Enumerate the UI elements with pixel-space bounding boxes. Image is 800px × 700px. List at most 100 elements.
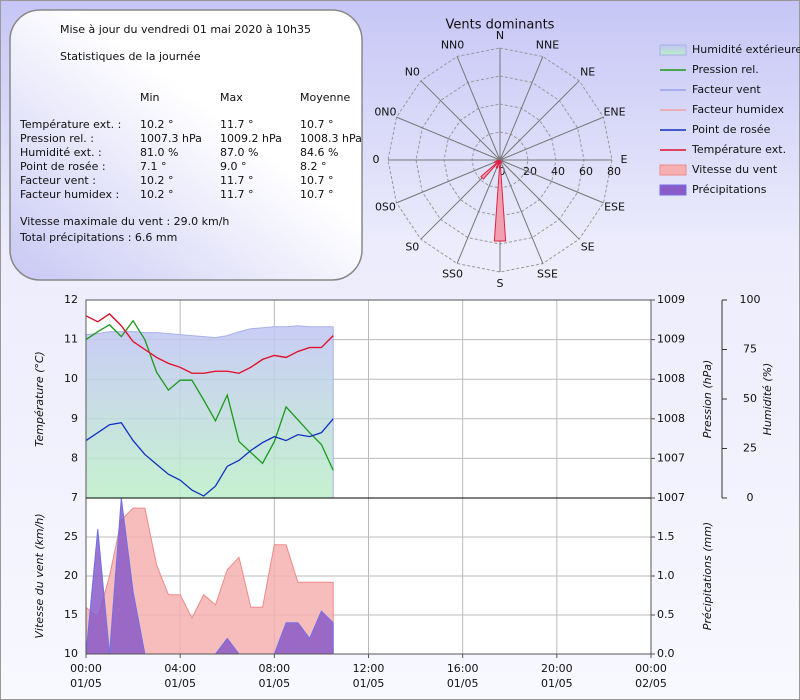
rose-direction: 0S0 — [375, 200, 396, 213]
legend-label: Pression rel. — [692, 63, 759, 76]
stats-cell: Facteur humidex : — [20, 188, 119, 201]
y-tick-label: 15 — [64, 608, 78, 621]
stats-cell: 84.6 % — [300, 146, 338, 159]
stats-cell: 11.7 ° — [220, 174, 254, 187]
area — [85, 325, 334, 499]
rose-spoke — [499, 159, 580, 240]
y-tick-label: 7 — [71, 491, 78, 504]
stats-header: Max — [220, 91, 243, 104]
y3-axis-title: Humidité (%) — [761, 363, 774, 436]
stats-cell: 81.0 % — [140, 146, 178, 159]
y-tick-label: 20 — [64, 569, 78, 582]
total-rain: Total précipitations : 6.6 mm — [19, 231, 177, 244]
y2-tick-label: 1007 — [657, 451, 685, 464]
y-tick-label: 9 — [71, 412, 78, 425]
y-tick-label: 12 — [64, 293, 78, 306]
stats-cell: 11.7 ° — [220, 188, 254, 201]
x-tick-date: 01/05 — [353, 677, 385, 690]
rose-spoke — [396, 159, 501, 204]
rose-spoke — [499, 159, 544, 264]
stats-title: Statistiques de la journée — [60, 50, 201, 63]
legend-swatch — [659, 164, 687, 176]
plots: 0 20 40 60 80NNNENEENEEESESESSESSS0S00S000N0… — [33, 29, 800, 690]
rose-tick-label: 80 — [607, 165, 621, 178]
x-tick-date: 01/05 — [541, 677, 573, 690]
rose-spoke — [456, 56, 501, 161]
stats-cell: 7.1 ° — [140, 160, 167, 173]
y-tick-label: 8 — [71, 451, 78, 464]
rose-direction: E — [621, 153, 628, 166]
x-tick-date: 01/05 — [70, 677, 102, 690]
rose-spoke — [499, 80, 580, 161]
x-tick-date: 01/05 — [164, 677, 196, 690]
stats-cell: 8.2 ° — [300, 160, 327, 173]
stats-cell: 10.7 ° — [300, 174, 334, 187]
y-tick-label: 10 — [64, 647, 78, 660]
rose-direction: 0N0 — [374, 106, 396, 119]
y2-tick-label: 0.0 — [657, 647, 675, 660]
y-axis-title: Température (°C) — [33, 351, 46, 447]
y2-tick-label: 1009 — [657, 333, 685, 346]
legend-label: Température ext. — [691, 143, 786, 156]
x-tick-date: 01/05 — [258, 677, 290, 690]
max-wind: Vitesse maximale du vent : 29.0 km/h — [20, 215, 229, 228]
y2-tick-label: 1008 — [657, 372, 685, 385]
stats-table: Min Max Moyenne Température ext. : 10.2 ° 11.… — [19, 91, 362, 201]
rose-bar — [494, 159, 501, 164]
y2-tick-label: 1008 — [657, 412, 685, 425]
rose-spoke — [499, 159, 604, 204]
y-tick-label: 10 — [64, 372, 78, 385]
x-tick-date: 01/05 — [447, 677, 479, 690]
rose-direction: N — [496, 29, 504, 42]
stats-cell: Pression rel. : — [20, 132, 94, 145]
x-tick-label: 16:00 — [447, 662, 479, 675]
y3-tick-label: 0 — [747, 491, 754, 504]
rose-spoke — [456, 159, 501, 264]
area — [85, 497, 334, 655]
rose-direction: SS0 — [442, 268, 463, 281]
line — [85, 313, 334, 374]
legend-swatch — [659, 184, 687, 196]
x-tick-label: 08:00 — [258, 662, 290, 675]
y2-tick-label: 1.0 — [657, 569, 675, 582]
stats-cell: 10.2 ° — [140, 118, 174, 131]
rose-bar — [495, 159, 501, 169]
y2-tick-label: 1007 — [657, 491, 685, 504]
y2-axis-title: Précipitations (mm) — [701, 522, 714, 630]
rose-spoke — [396, 116, 501, 161]
y2-tick-label: 1.5 — [657, 530, 675, 543]
y2-tick-label: 0.5 — [657, 608, 675, 621]
rose-direction: S0 — [405, 241, 419, 254]
stats-cell: Point de rosée : — [20, 160, 106, 173]
rose-spoke — [499, 116, 604, 161]
stats-cell: 1009.2 hPa — [220, 132, 282, 145]
legend-label: Facteur vent — [692, 83, 761, 96]
stats-cell: 1008.3 hPa — [300, 132, 362, 145]
rose-tick-label: 20 — [523, 165, 537, 178]
x-tick-label: 20:00 — [541, 662, 573, 675]
rose-direction: ESE — [604, 200, 625, 213]
rose-direction: NE — [580, 65, 595, 78]
plot-border — [85, 299, 652, 655]
stats-cell: Humidité ext. : — [20, 146, 102, 159]
y3-tick-label: 75 — [743, 343, 757, 356]
line — [85, 319, 334, 471]
y2-axis-title: Pression (hPa) — [701, 360, 714, 439]
rose-direction: NNE — [536, 38, 559, 51]
rose-tick-label: 40 — [551, 165, 565, 178]
legend-label: Vitesse du vent — [692, 163, 778, 176]
legend-label: Point de rosée — [692, 123, 771, 136]
stats-header: Moyenne — [300, 91, 350, 104]
y3-tick-label: 50 — [743, 392, 757, 405]
rose-bar — [493, 159, 507, 242]
rose-ring — [443, 103, 557, 217]
rose-tick-label: 60 — [579, 165, 593, 178]
y-tick-label: 11 — [64, 333, 78, 346]
y3-tick-label: 25 — [743, 442, 757, 455]
rose-direction: SSE — [537, 268, 558, 281]
stats-panel — [9, 9, 363, 281]
stats-cell: Facteur vent : — [20, 174, 96, 187]
x-tick-label: 12:00 — [353, 662, 385, 675]
